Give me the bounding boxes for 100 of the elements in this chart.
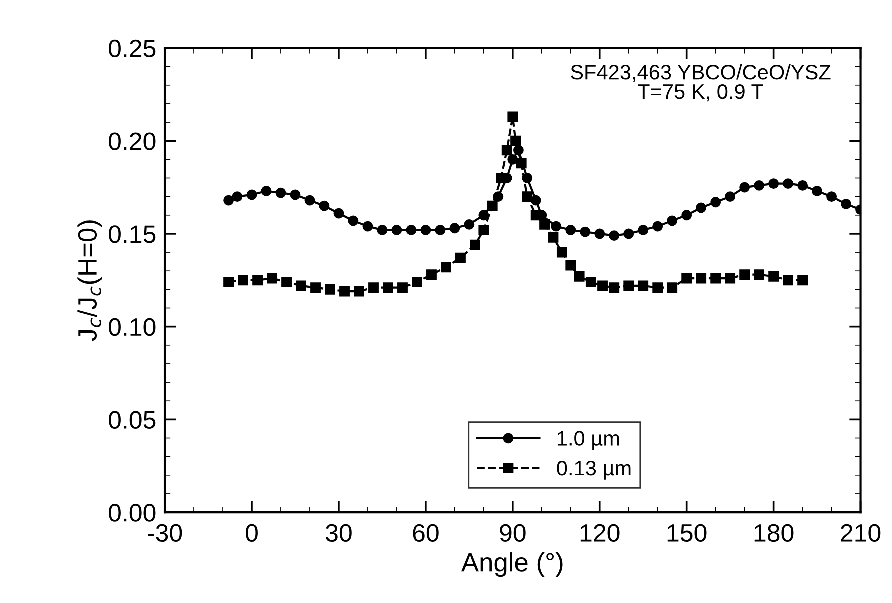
point (325, 284, 336, 295)
point (290, 190, 301, 200)
point (594, 228, 606, 240)
point (574, 271, 585, 282)
point (276, 188, 286, 198)
point (826, 192, 837, 202)
point (652, 221, 664, 232)
x-tick-label: 120 (580, 524, 620, 542)
point (682, 273, 692, 284)
y-tick-label: 0.10 (109, 318, 156, 336)
point (725, 273, 736, 284)
x-tick-label: 180 (754, 524, 794, 542)
point (798, 180, 808, 191)
point (470, 240, 480, 250)
legend-label: 0.13 µm (557, 461, 631, 480)
point (426, 270, 437, 280)
point (464, 219, 475, 230)
point (754, 270, 765, 280)
point (551, 221, 562, 232)
point (667, 282, 678, 294)
point (267, 273, 278, 284)
point (540, 219, 550, 230)
point (638, 225, 649, 236)
point (783, 178, 794, 190)
point (224, 195, 234, 206)
point (398, 282, 408, 294)
point (435, 225, 446, 236)
point (252, 275, 263, 286)
point (798, 275, 808, 286)
point (682, 210, 692, 221)
point (224, 277, 234, 288)
point (246, 190, 258, 200)
point (340, 286, 350, 297)
point (566, 260, 576, 271)
point (710, 273, 722, 284)
point (508, 112, 518, 122)
annotation: SF423,463 YBCO/CeO/YSZ T=75 K, 0.9 T (571, 64, 831, 102)
x-tick-label: 0 (246, 524, 258, 542)
x-tick-label: 60 (413, 524, 439, 542)
point (456, 252, 466, 264)
point (768, 178, 780, 190)
point (348, 216, 359, 226)
point (624, 280, 634, 292)
point (609, 230, 620, 242)
point (667, 216, 678, 226)
point (598, 280, 608, 292)
point (510, 136, 522, 146)
point (586, 277, 596, 288)
y-tick-label: 0.20 (109, 132, 156, 150)
y-tick-label: 0.00 (109, 504, 156, 522)
x-tick-label: -30 (148, 524, 182, 542)
point (377, 225, 388, 236)
x-tick-label: 30 (326, 524, 352, 542)
point (478, 210, 490, 221)
x-tick-label: 210 (841, 524, 881, 542)
point (383, 282, 394, 294)
point (522, 192, 533, 202)
point (508, 154, 518, 165)
point (652, 282, 664, 294)
y-tick-label: 0.15 (109, 226, 156, 244)
point (566, 225, 576, 236)
point (841, 199, 852, 210)
y-tick-label: 0.25 (109, 40, 156, 58)
point (548, 232, 559, 243)
point (450, 223, 460, 234)
point (261, 186, 272, 196)
point (368, 282, 379, 294)
point (334, 208, 344, 219)
point (696, 273, 707, 284)
point (638, 280, 649, 292)
point (319, 200, 330, 212)
point (310, 282, 321, 294)
point (768, 271, 780, 282)
point (556, 247, 568, 258)
point (609, 282, 620, 294)
x-tick-label: 150 (668, 524, 707, 542)
point (516, 158, 527, 169)
point (496, 173, 507, 184)
point (624, 228, 634, 240)
y-tick-label: 0.05 (109, 411, 156, 429)
legend-label: 1.0 µm (558, 431, 620, 450)
point (487, 200, 498, 212)
point (441, 262, 452, 273)
point (740, 270, 750, 280)
point (296, 280, 306, 292)
point (502, 145, 512, 156)
x-tick-label: 90 (500, 524, 526, 542)
point (530, 195, 542, 206)
point (740, 182, 750, 193)
point (754, 180, 765, 191)
point (530, 210, 542, 221)
x-axis-title: Angle (°) (461, 552, 563, 578)
point (304, 195, 316, 206)
point (282, 277, 292, 288)
point (406, 225, 417, 236)
point (783, 275, 794, 286)
point (812, 186, 823, 196)
point (362, 221, 374, 232)
point (580, 226, 591, 238)
point (478, 225, 490, 236)
